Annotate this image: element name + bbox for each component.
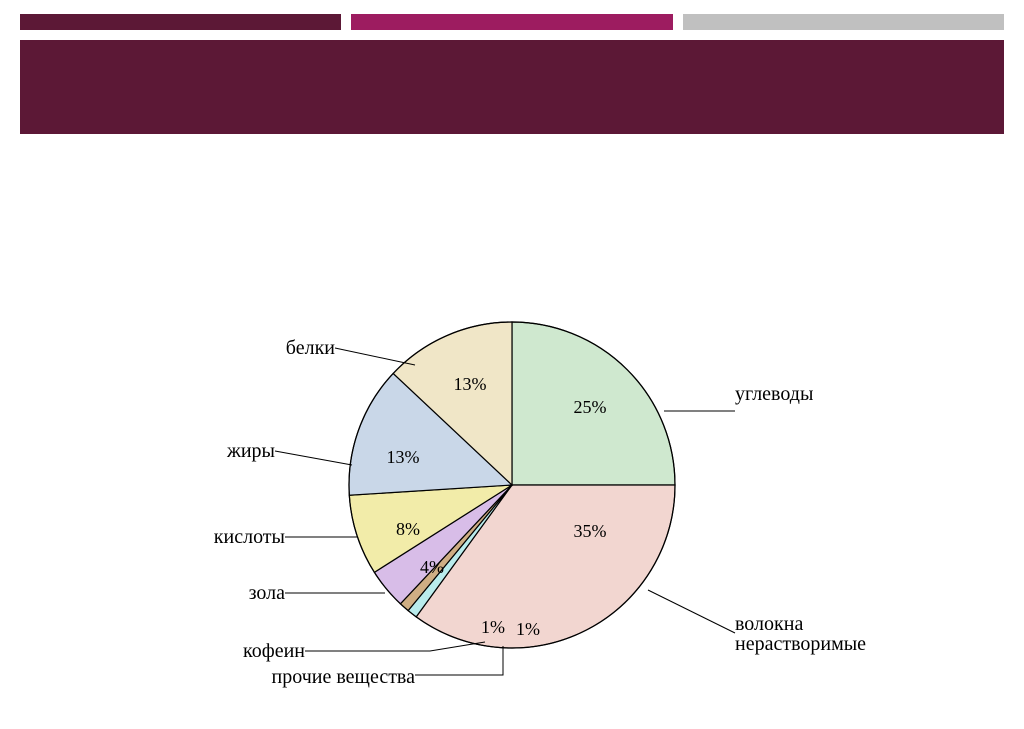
slice-label: кислоты bbox=[214, 526, 285, 548]
slice-percent: 1% bbox=[516, 619, 540, 639]
slice-percent: 25% bbox=[574, 397, 607, 417]
header-stripes bbox=[20, 14, 1004, 30]
slice-label: углеводы bbox=[735, 383, 813, 405]
header-banner bbox=[20, 40, 1004, 134]
pie-chart-container: 25%35%1%1%4%8%13%13%углеводыволокнанерас… bbox=[0, 155, 1024, 574]
slice-label: кофеин bbox=[243, 640, 305, 662]
slice-percent: 4% bbox=[420, 557, 444, 577]
pie-chart: 25% 35% 1% 1% 4%8% 13% 13% углеводы волокнанерас… bbox=[0, 155, 1024, 729]
slice-label: зола bbox=[249, 582, 286, 604]
stripe-2 bbox=[351, 14, 672, 30]
slice-label: волокна bbox=[735, 613, 803, 635]
slice-label: нерастворимые bbox=[735, 633, 866, 655]
slice-percent: 13% bbox=[387, 447, 420, 467]
slice-percent: 35% bbox=[574, 521, 607, 541]
slice-percent: 13% bbox=[454, 374, 487, 394]
slice-label: жиры bbox=[226, 440, 275, 462]
stripe-3 bbox=[683, 14, 1004, 30]
slice-label: прочие вещества bbox=[272, 666, 416, 688]
leader-line bbox=[305, 642, 485, 651]
slice-label: белки bbox=[286, 337, 335, 359]
stripe-1 bbox=[20, 14, 341, 30]
leader-line bbox=[275, 451, 352, 465]
slice-percent: 1% bbox=[481, 617, 505, 637]
leader-line bbox=[648, 590, 735, 633]
slice-percent: 8% bbox=[396, 519, 420, 539]
leader-line bbox=[415, 646, 503, 675]
leader-line bbox=[335, 348, 415, 365]
